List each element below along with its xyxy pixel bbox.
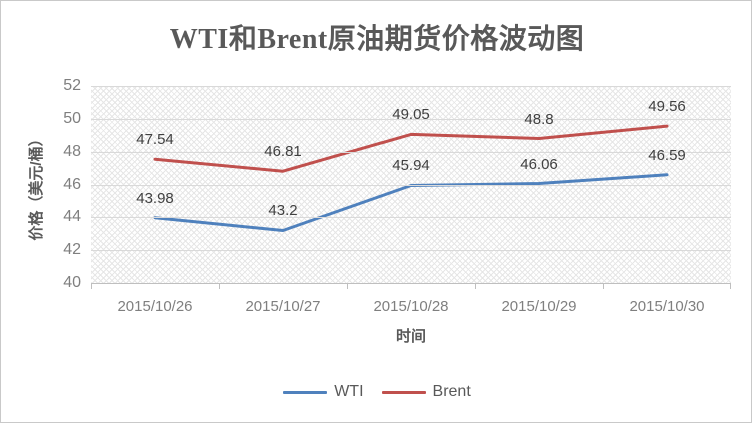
gridline xyxy=(91,184,731,186)
legend-item-wti: WTI xyxy=(283,383,364,401)
series-line-wti xyxy=(153,173,669,232)
y-tick-label: 52 xyxy=(63,77,81,94)
x-tick-label: 2015/10/29 xyxy=(501,298,577,315)
y-tick-label: 48 xyxy=(63,142,81,160)
series-lines-svg xyxy=(153,124,669,232)
gridline xyxy=(91,217,731,219)
y-tick-label: 44 xyxy=(63,208,81,226)
legend-label-wti: WTI xyxy=(334,383,364,400)
gridline xyxy=(91,250,731,252)
y-tick-label: 50 xyxy=(63,109,81,127)
x-axis-title: 时间 xyxy=(395,328,426,345)
x-tick-label: 2015/10/30 xyxy=(629,298,705,315)
data-label: 46.59 xyxy=(648,146,686,164)
x-tick-label: 2015/10/27 xyxy=(245,298,321,315)
chart-title: WTI和Brent原油期货价格波动图 xyxy=(169,24,585,55)
data-label: 49.05 xyxy=(392,106,430,124)
plot-area xyxy=(91,86,731,284)
y-tick-label: 46 xyxy=(63,175,81,193)
data-label: 49.56 xyxy=(648,98,686,116)
axis-tick xyxy=(91,284,92,289)
gridline xyxy=(91,86,731,87)
y-tick-label: 42 xyxy=(63,241,81,259)
x-tick-label: 2015/10/26 xyxy=(117,298,193,315)
gridline xyxy=(91,118,731,120)
data-label: 47.54 xyxy=(136,131,174,149)
legend-label-brent: Brent xyxy=(432,383,471,400)
legend-swatch-brent-icon xyxy=(381,390,426,394)
data-label: 43.2 xyxy=(268,202,298,220)
data-label: 46.81 xyxy=(264,143,302,161)
data-label: 45.94 xyxy=(392,157,430,175)
axis-tick xyxy=(475,284,476,289)
legend-item-brent: Brent xyxy=(381,383,471,401)
legend-swatch-wti-icon xyxy=(283,390,328,394)
axis-tick xyxy=(347,284,348,289)
gridline xyxy=(91,151,731,153)
axis-tick xyxy=(730,284,731,289)
series-line-brent xyxy=(153,124,669,173)
data-label: 46.06 xyxy=(520,155,558,173)
axis-tick xyxy=(219,284,220,289)
x-tick-label: 2015/10/28 xyxy=(373,298,449,315)
data-label: 48.8 xyxy=(524,110,554,128)
axis-tick xyxy=(603,284,604,289)
data-label: 43.98 xyxy=(136,189,174,207)
y-tick-label: 40 xyxy=(63,274,81,291)
legend: WTI Brent xyxy=(1,381,751,403)
